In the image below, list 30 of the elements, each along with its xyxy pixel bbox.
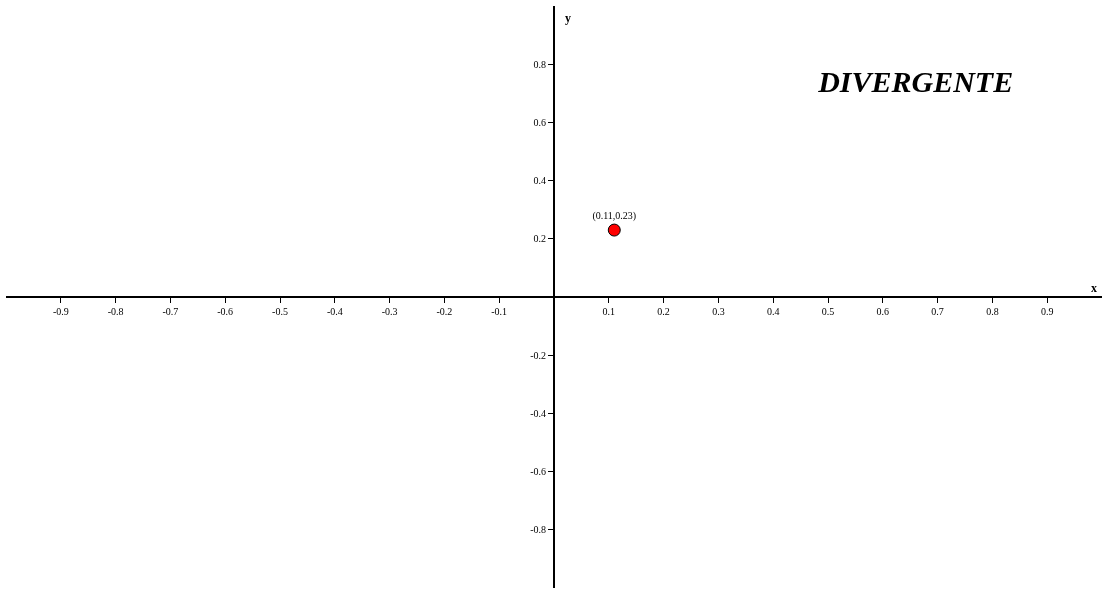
x-tick-label: -0.2	[436, 306, 453, 317]
x-tick-label: -0.4	[326, 306, 343, 317]
x-tick-label: -0.7	[162, 306, 179, 317]
y-tick-label: -0.4	[530, 407, 546, 419]
x-tick-label: -0.9	[52, 306, 69, 317]
y-tick-label: 0.6	[533, 116, 546, 128]
x-tick-label: -0.6	[217, 306, 234, 317]
y-tick-label: 0.8	[533, 58, 546, 70]
x-tick-label: -0.8	[107, 306, 124, 317]
x-axis-title: x	[1091, 281, 1097, 295]
y-tick-label: 0.2	[533, 233, 546, 245]
y-tick-label: -0.8	[530, 524, 546, 536]
x-tick-label: -0.3	[381, 306, 398, 317]
y-tick-label: 0.4	[533, 175, 546, 187]
x-tick-label: 0.3	[712, 306, 725, 317]
x-tick-label: 0.6	[876, 306, 890, 317]
x-tick-label: -0.5	[272, 306, 288, 317]
x-tick-label: 0.2	[657, 306, 670, 317]
y-axis-title: y	[565, 11, 571, 25]
x-tick-label: 0.9	[1040, 306, 1054, 317]
data-label: (0.11,0.23)	[592, 210, 637, 223]
x-tick-label: 0.5	[821, 306, 835, 317]
x-tick-label: 0.7	[931, 306, 944, 317]
x-tick-label: 0.1	[602, 306, 616, 317]
y-tick-label: -0.6	[530, 466, 546, 478]
x-tick-label: 0.4	[766, 306, 780, 317]
y-tick-label: -0.2	[530, 349, 546, 361]
x-tick-label: 0.8	[986, 306, 999, 317]
text: DIVERGENTE	[817, 65, 1014, 99]
x-tick-label: -0.1	[491, 306, 508, 317]
